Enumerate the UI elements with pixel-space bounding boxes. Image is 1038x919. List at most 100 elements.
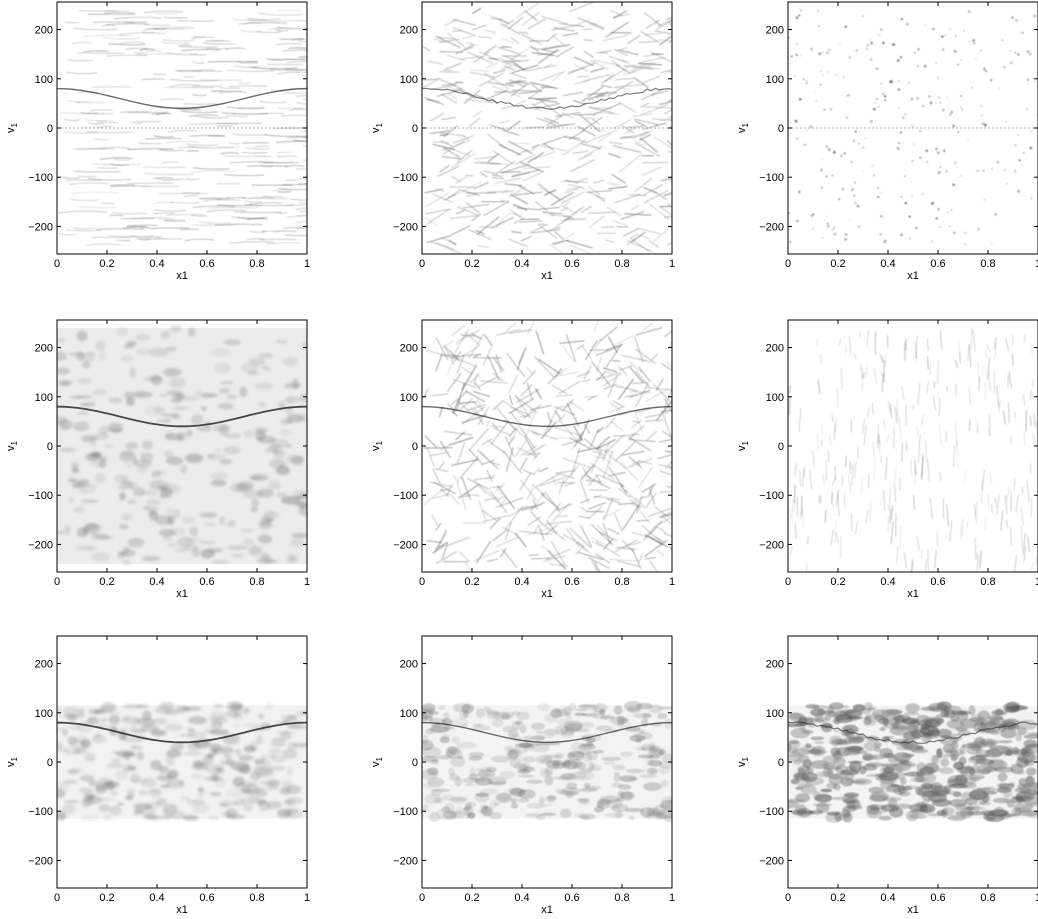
- y-axis-label: v1: [736, 440, 750, 451]
- blotch: [76, 330, 88, 342]
- blotch: [62, 780, 78, 784]
- speck: [1014, 51, 1017, 54]
- speck: [796, 43, 798, 45]
- speck: [937, 171, 941, 174]
- streak: [500, 548, 507, 558]
- streak: [569, 527, 591, 548]
- y-tick-label: −100: [393, 806, 418, 818]
- blotch: [900, 777, 907, 785]
- streak: [648, 353, 658, 364]
- speck: [892, 43, 895, 46]
- streak: [642, 161, 669, 164]
- streak: [618, 487, 631, 499]
- speck: [819, 83, 822, 86]
- speck: [881, 92, 885, 96]
- blotch: [805, 704, 820, 709]
- streak: [306, 97, 307, 99]
- blotch: [422, 703, 436, 712]
- blotch: [74, 735, 89, 744]
- streak: [146, 27, 195, 30]
- streak: [883, 489, 886, 512]
- blotch: [273, 450, 286, 459]
- streak: [946, 385, 948, 393]
- streak: [65, 229, 102, 232]
- streak: [301, 130, 307, 132]
- streak: [585, 131, 612, 144]
- blotch: [977, 710, 990, 722]
- streak: [898, 418, 902, 440]
- streak: [504, 59, 514, 66]
- speck: [900, 195, 903, 198]
- streak: [837, 492, 840, 516]
- streak: [275, 140, 307, 143]
- speck: [854, 181, 856, 184]
- blotch: [832, 756, 846, 767]
- streak: [92, 163, 141, 166]
- streak: [191, 170, 237, 173]
- streak: [988, 372, 991, 392]
- blotch: [109, 805, 122, 816]
- blotch: [57, 337, 67, 344]
- blotch: [263, 367, 271, 371]
- speck: [854, 130, 857, 133]
- speck: [911, 159, 914, 162]
- blotch: [240, 528, 254, 533]
- streak: [988, 414, 991, 429]
- streak: [614, 441, 636, 462]
- speck: [949, 28, 951, 31]
- x-tick-label: 1: [304, 576, 310, 588]
- streak: [100, 202, 114, 204]
- speck: [829, 107, 833, 111]
- streak: [630, 231, 646, 243]
- streak: [663, 109, 672, 115]
- y-tick-label: 0: [412, 441, 418, 453]
- blotch: [125, 441, 139, 451]
- streak: [108, 43, 146, 46]
- streak: [620, 211, 645, 220]
- streak: [286, 61, 307, 63]
- blotch: [501, 713, 510, 720]
- y-tick-label: 100: [400, 392, 418, 404]
- blotch: [210, 472, 228, 480]
- blotch: [170, 398, 183, 404]
- x-tick-label: 0.4: [880, 258, 895, 270]
- streak: [244, 200, 263, 203]
- blotch: [540, 812, 557, 816]
- blotch: [169, 810, 186, 820]
- streak: [591, 118, 601, 125]
- streak: [615, 385, 638, 392]
- blotch: [936, 701, 952, 711]
- blotch: [180, 464, 187, 475]
- streak: [486, 469, 493, 482]
- streak: [637, 459, 653, 465]
- streak: [529, 501, 545, 511]
- streak: [495, 536, 519, 548]
- streak: [595, 456, 605, 459]
- streak: [637, 466, 653, 489]
- streak: [588, 557, 610, 569]
- streak: [986, 344, 990, 352]
- streak: [587, 395, 596, 401]
- y-tick-label: −200: [28, 855, 53, 867]
- speck: [1022, 151, 1025, 154]
- streak: [485, 419, 492, 427]
- streak: [642, 166, 662, 176]
- streak: [591, 559, 598, 572]
- streak: [493, 177, 522, 185]
- speck: [938, 96, 941, 99]
- streak: [573, 56, 595, 67]
- density-ridge-curve: [422, 405, 672, 427]
- streak: [519, 220, 543, 223]
- blotch: [794, 722, 809, 727]
- streak: [183, 195, 199, 197]
- speck: [843, 152, 847, 155]
- streak: [613, 48, 629, 57]
- streak: [478, 50, 496, 60]
- streak: [268, 27, 293, 31]
- streak: [97, 167, 118, 169]
- speck: [954, 161, 957, 165]
- blotch: [98, 535, 116, 540]
- speck: [935, 147, 938, 151]
- streak: [667, 242, 672, 246]
- blotch: [158, 393, 169, 398]
